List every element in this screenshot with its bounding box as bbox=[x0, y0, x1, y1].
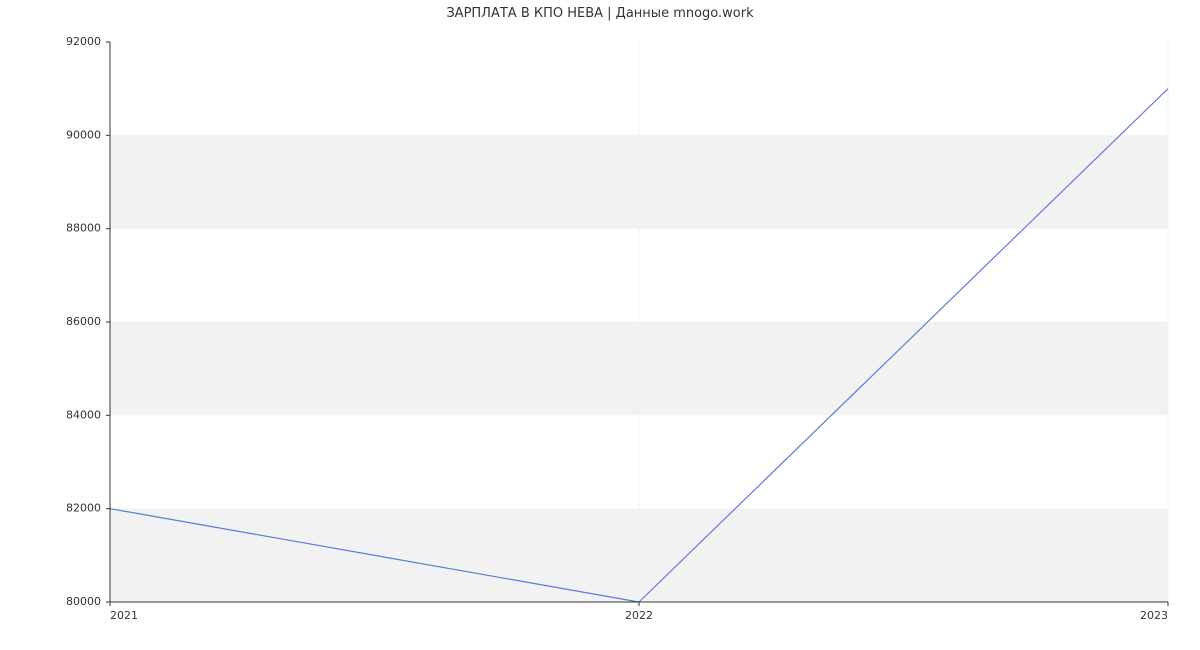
xtick-label: 2023 bbox=[1140, 609, 1168, 622]
xtick-label: 2021 bbox=[110, 609, 138, 622]
ytick-label: 86000 bbox=[66, 315, 101, 328]
ytick-label: 84000 bbox=[66, 408, 101, 421]
ytick-label: 92000 bbox=[66, 35, 101, 48]
ytick-label: 90000 bbox=[66, 128, 101, 141]
ytick-label: 88000 bbox=[66, 222, 101, 235]
ytick-label: 80000 bbox=[66, 595, 101, 608]
salary-line-chart: 80000 82000 84000 86000 88000 90000 92000 2021 2… bbox=[0, 0, 1200, 650]
xtick-label: 2022 bbox=[625, 609, 653, 622]
ytick-label: 82000 bbox=[66, 502, 101, 515]
